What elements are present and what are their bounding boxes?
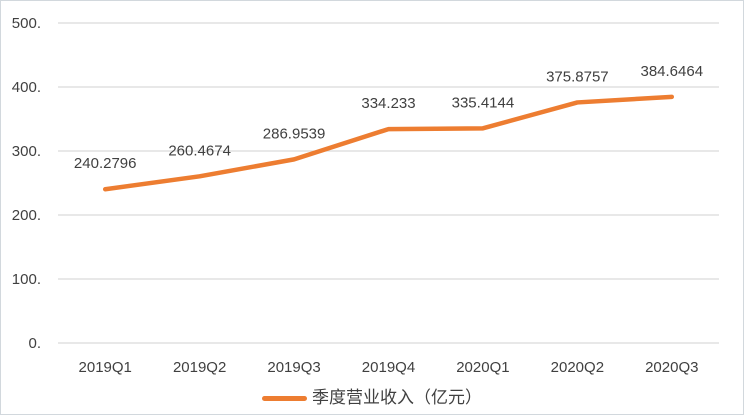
x-tick-label: 2020Q1: [456, 359, 509, 376]
x-tick-label: 2020Q2: [551, 359, 604, 376]
data-label: 384.6464: [640, 63, 703, 80]
y-tick-label: 400.: [12, 79, 41, 96]
data-label: 240.2796: [74, 155, 137, 172]
y-tick-label: 300.: [12, 143, 41, 160]
y-tick-label: 100.: [12, 271, 41, 288]
legend-label: 季度营业收入（亿元）: [312, 388, 482, 407]
data-label: 334.233: [361, 95, 415, 112]
data-label: 375.8757: [546, 68, 609, 85]
legend-line-swatch: [262, 395, 307, 401]
series-line: [102, 94, 675, 192]
x-tick-label: 2020Q3: [645, 359, 698, 376]
y-tick-label: 200.: [12, 207, 41, 224]
data-label: 335.4144: [452, 94, 515, 111]
y-tick-label: 500.: [12, 15, 41, 32]
x-tick-label: 2019Q4: [362, 359, 415, 376]
x-tick-label: 2019Q2: [173, 359, 226, 376]
data-label: 260.4674: [168, 142, 231, 159]
x-tick-label: 2019Q3: [267, 359, 320, 376]
y-tick-label: 0.: [28, 335, 41, 352]
x-tick-label: 2019Q1: [79, 359, 132, 376]
chart-legend: 季度营业收入（亿元）: [1, 388, 743, 408]
data-label: 286.9539: [263, 125, 326, 142]
